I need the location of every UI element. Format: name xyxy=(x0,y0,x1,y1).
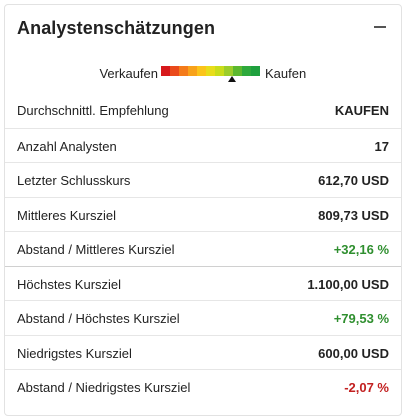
scale-segment xyxy=(188,66,197,76)
row-label: Durchschnittl. Empfehlung xyxy=(17,103,169,118)
scale-segment xyxy=(206,66,215,76)
scale-segment xyxy=(215,66,224,76)
scale-segment xyxy=(251,66,260,76)
row-label: Niedrigstes Kursziel xyxy=(17,345,132,361)
scale-segment xyxy=(242,66,251,76)
row-label: Anzahl Analysten xyxy=(17,138,117,154)
table-row: Niedrigstes Kursziel 600,00 USD xyxy=(5,334,401,370)
scale-bar xyxy=(161,66,260,76)
scale-segment xyxy=(224,66,233,76)
table-row: Höchstes Kursziel 1.100,00 USD xyxy=(5,265,401,301)
collapse-icon[interactable] xyxy=(373,19,387,33)
analyst-estimates-card: Analystenschätzungen Verkaufen Kaufen Du… xyxy=(4,4,402,416)
row-value: KAUFEN xyxy=(334,103,389,118)
scale-segment xyxy=(170,66,179,76)
row-value: -2,07 % xyxy=(344,380,389,395)
row-label: Höchstes Kursziel xyxy=(17,276,122,292)
card-header: Analystenschätzungen xyxy=(5,5,401,49)
scale-marker-icon xyxy=(228,76,237,82)
row-label: Abstand / Höchstes Kursziel xyxy=(17,311,180,326)
scale-left-label: Verkaufen xyxy=(99,66,158,81)
table-row: Abstand / Niedrigstes Kursziel -2,07 % xyxy=(5,369,401,404)
scale-segment xyxy=(161,66,170,76)
row-label: Abstand / Niedrigstes Kursziel xyxy=(17,380,191,395)
scale-segment xyxy=(197,66,206,76)
row-label: Letzter Schlusskurs xyxy=(17,173,131,188)
row-value: 612,70 USD xyxy=(318,173,389,188)
scale-segment xyxy=(233,66,242,76)
scale-right-label: Kaufen xyxy=(265,66,307,81)
row-label: Abstand / Mittleres Kursziel xyxy=(17,242,175,257)
row-value: 1.100,00 USD xyxy=(307,276,389,292)
table-row: Anzahl Analysten 17 xyxy=(5,127,401,163)
scale-segment xyxy=(179,66,188,76)
recommendation-scale: Verkaufen Kaufen xyxy=(5,49,401,91)
card-title: Analystenschätzungen xyxy=(17,18,216,38)
row-value: +79,53 % xyxy=(333,311,389,326)
row-value: +32,16 % xyxy=(333,242,389,257)
table-row: Abstand / Höchstes Kursziel +79,53 % xyxy=(5,300,401,335)
table-row: Abstand / Mittleres Kursziel +32,16 % xyxy=(5,231,401,266)
row-value: 600,00 USD xyxy=(318,345,389,361)
table-row: Letzter Schlusskurs 612,70 USD xyxy=(5,162,401,197)
table-row: Durchschnittl. Empfehlung KAUFEN xyxy=(5,93,401,128)
row-label: Mittleres Kursziel xyxy=(17,207,116,223)
estimates-table: Durchschnittl. Empfehlung KAUFEN Anzahl … xyxy=(5,93,401,404)
row-value: 809,73 USD xyxy=(318,207,389,223)
table-row: Mittleres Kursziel 809,73 USD xyxy=(5,196,401,232)
row-value: 17 xyxy=(374,138,389,154)
